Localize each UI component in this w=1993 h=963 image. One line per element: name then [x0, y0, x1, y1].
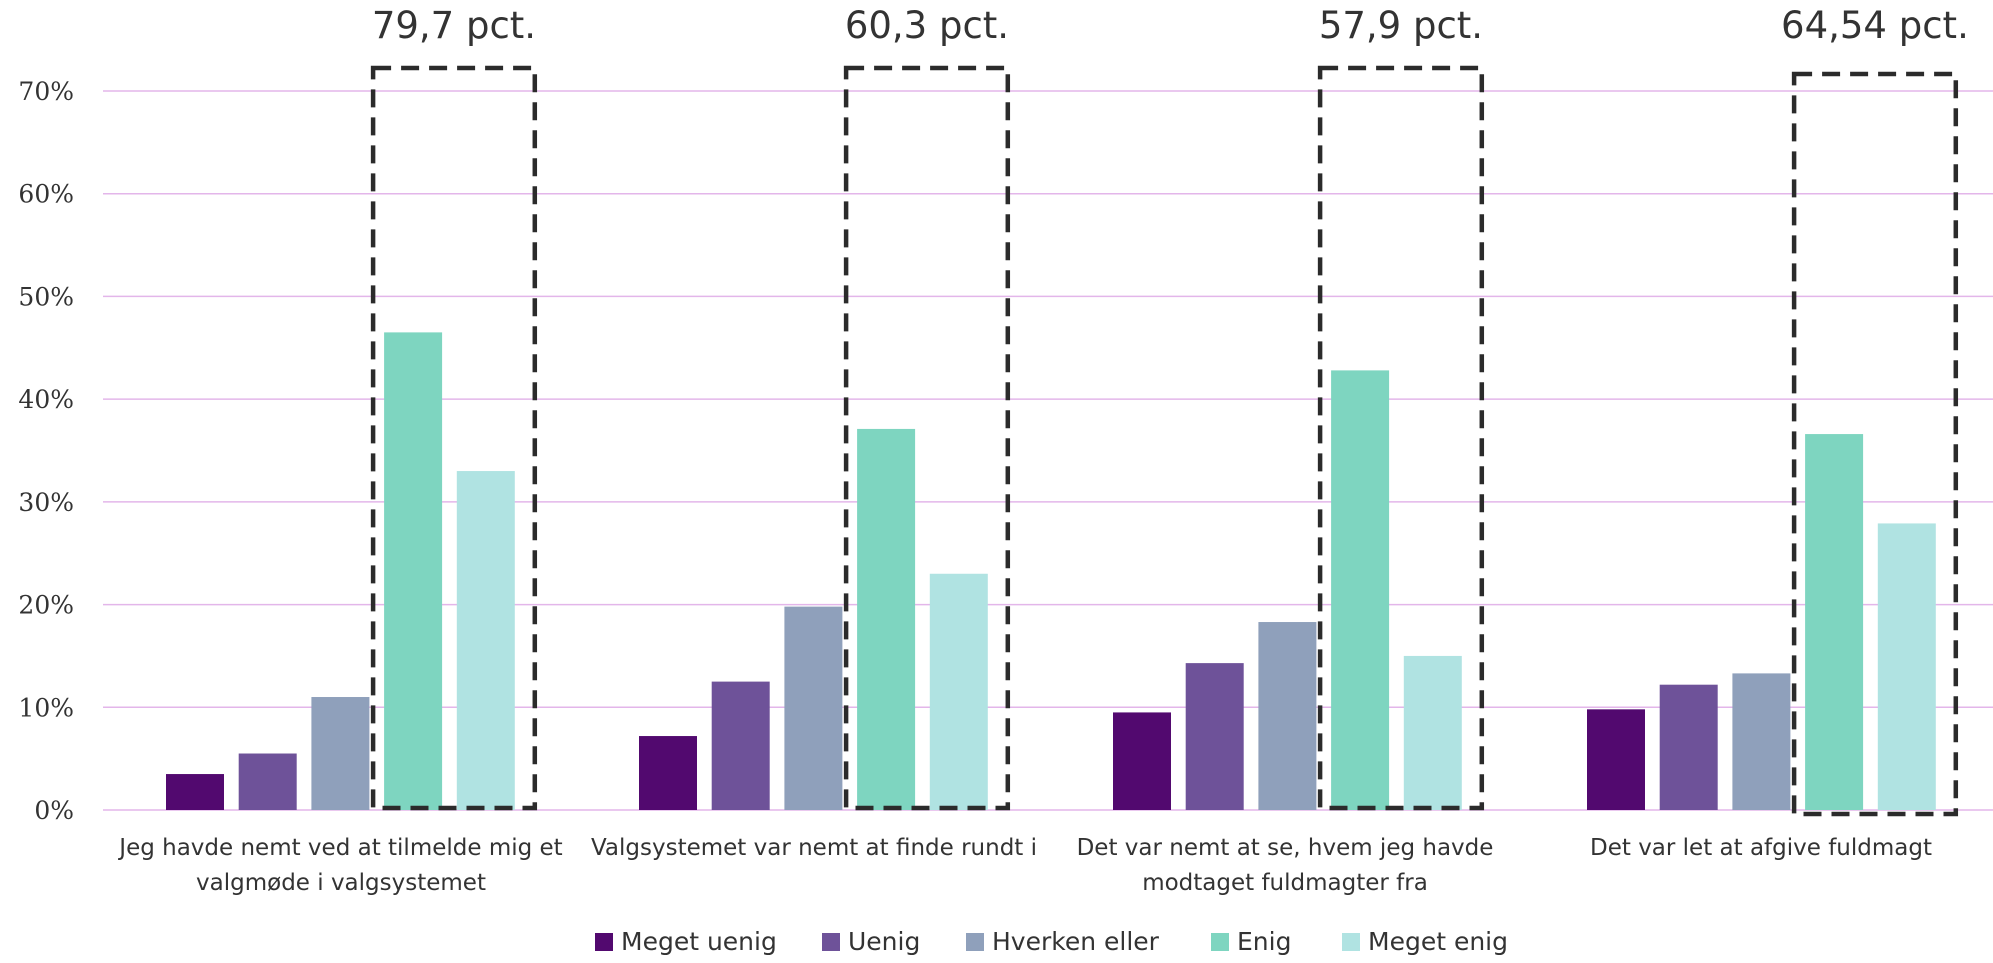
bar-meget-uenig [1587, 709, 1645, 810]
bar-hverken-eller [1258, 622, 1317, 810]
bar-uenig [1185, 663, 1244, 810]
bar-meget-uenig [639, 736, 697, 810]
bar-enig [1805, 434, 1864, 810]
y-axis-ticks: 0% 10% 20% 30% 40% 50% 60% 70% [18, 77, 74, 825]
legend-swatch [1211, 933, 1229, 951]
callout-box [843, 65, 1011, 811]
category-labels: Jeg havde nemt ved at tilmelde mig et val… [117, 835, 1932, 896]
legend-swatch [966, 933, 984, 951]
callout-box [1791, 71, 1959, 817]
bar-uenig [1659, 684, 1718, 810]
y-tick-label: 10% [18, 693, 74, 722]
legend-label: Enig [1237, 927, 1291, 956]
legend-swatch [822, 933, 840, 951]
bar-enig [384, 332, 443, 810]
category-label: Det var nemt at se, hvem jeg havde [1077, 835, 1494, 861]
callout-label: 60,3 pct. [845, 4, 1009, 47]
bar-enig [1331, 370, 1390, 810]
bar-meget-enig [1403, 655, 1462, 810]
category-label: modtaget fuldmagter fra [1142, 870, 1428, 896]
bar-hverken-eller [311, 697, 370, 810]
callout-label: 64,54 pct. [1781, 4, 1969, 47]
y-tick-label: 40% [18, 385, 74, 414]
callouts: 79,7 pct. 60,3 pct. 57,9 pct. 64,54 pct. [370, 4, 1969, 817]
y-tick-label: 50% [18, 282, 74, 311]
bar-hverken-eller [784, 606, 843, 810]
legend: Meget uenig Uenig Hverken eller Enig Meget e… [595, 927, 1508, 956]
y-tick-label: 70% [18, 77, 74, 106]
y-tick-label: 30% [18, 488, 74, 517]
bar-meget-enig [456, 471, 515, 810]
bar-meget-uenig [166, 774, 224, 810]
y-tick-label: 60% [18, 180, 74, 209]
y-tick-label: 20% [18, 591, 74, 620]
bar-hverken-eller [1732, 673, 1791, 810]
bar-meget-enig [929, 573, 988, 810]
y-tick-label: 0% [34, 796, 74, 825]
callout-label: 57,9 pct. [1319, 4, 1483, 47]
category-label: Det var let at afgive fuldmagt [1590, 835, 1932, 861]
bar-uenig [238, 753, 297, 810]
bar-meget-uenig [1113, 712, 1171, 810]
bar-uenig [711, 681, 770, 810]
legend-swatch [595, 933, 613, 951]
category-label: Valgsystemet var nemt at finde rundt i [591, 835, 1037, 861]
bars [166, 332, 1936, 810]
legend-label: Uenig [848, 927, 920, 956]
category-label: valgmøde i valgsystemet [196, 870, 486, 896]
callout-box [1317, 65, 1485, 811]
legend-label: Meget enig [1368, 927, 1508, 956]
callout-label: 79,7 pct. [372, 4, 536, 47]
bar-meget-enig [1877, 523, 1936, 810]
legend-swatch [1342, 933, 1360, 951]
bar-enig [857, 428, 916, 810]
legend-label: Meget uenig [621, 927, 777, 956]
callout-box [370, 65, 538, 811]
category-label: Jeg havde nemt ved at tilmelde mig et [117, 835, 562, 861]
legend-label: Hverken eller [992, 927, 1160, 956]
